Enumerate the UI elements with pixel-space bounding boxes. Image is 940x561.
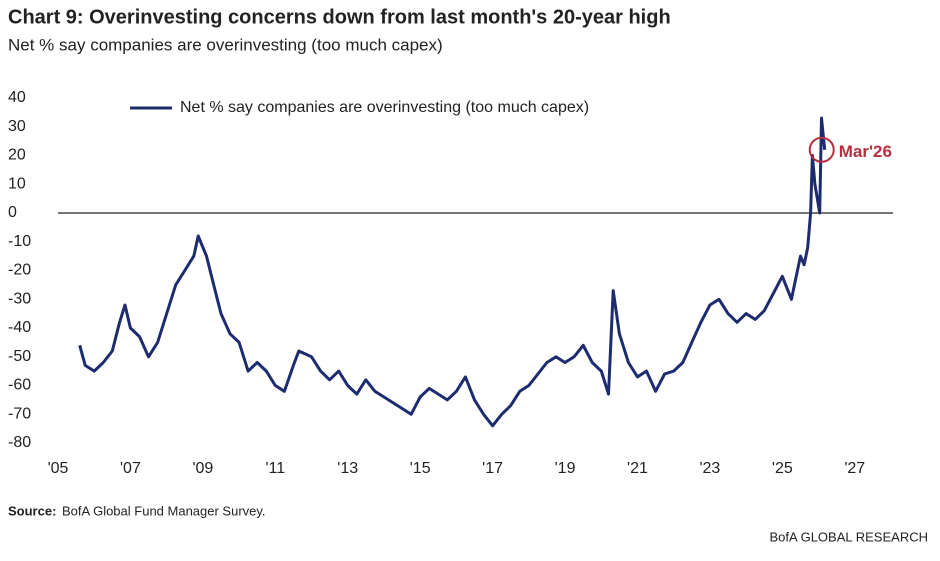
y-tick-label: 30 xyxy=(8,118,26,135)
x-tick-label: '21 xyxy=(627,460,648,477)
y-tick-label: -60 xyxy=(8,377,31,394)
y-tick-label: -20 xyxy=(8,262,31,279)
y-tick-label: 40 xyxy=(8,89,26,106)
y-tick-label: -10 xyxy=(8,233,31,250)
source-label: Source: xyxy=(8,503,56,518)
y-tick-label: -80 xyxy=(8,434,31,451)
y-tick-label: -30 xyxy=(8,290,31,307)
source: BofA Global Fund Manager Survey. xyxy=(62,503,266,518)
x-tick-label: '27 xyxy=(844,460,865,477)
x-tick-label: '17 xyxy=(482,460,503,477)
chart-title: Chart 9: Overinvesting concerns down fro… xyxy=(8,6,671,28)
y-tick-label: 20 xyxy=(8,147,26,164)
y-tick-label: -40 xyxy=(8,319,31,336)
y-tick-label: 0 xyxy=(8,204,17,221)
series-line xyxy=(78,116,827,428)
x-tick-label: '05 xyxy=(48,460,69,477)
annotation-circle xyxy=(808,136,835,163)
y-tick-label: 10 xyxy=(8,175,26,192)
x-tick-label: '07 xyxy=(120,460,141,477)
x-tick-label: '23 xyxy=(699,460,720,477)
annotation: Mar'26 xyxy=(839,142,892,161)
legend-label: Net % say companies are overinvesting (t… xyxy=(180,99,589,116)
x-tick-label: '09 xyxy=(192,460,213,477)
x-tick-label: '15 xyxy=(410,460,431,477)
y-tick-label: -50 xyxy=(8,348,31,365)
x-tick-label: '25 xyxy=(772,460,793,477)
x-tick-label: '11 xyxy=(265,460,285,477)
x-tick-label: '19 xyxy=(555,460,576,477)
y-tick-label: -70 xyxy=(8,405,31,422)
branding: BofA GLOBAL RESEARCH xyxy=(770,529,928,544)
x-tick-label: '13 xyxy=(337,460,358,477)
chart-subtitle: Net % say companies are overinvesting (t… xyxy=(8,35,443,54)
